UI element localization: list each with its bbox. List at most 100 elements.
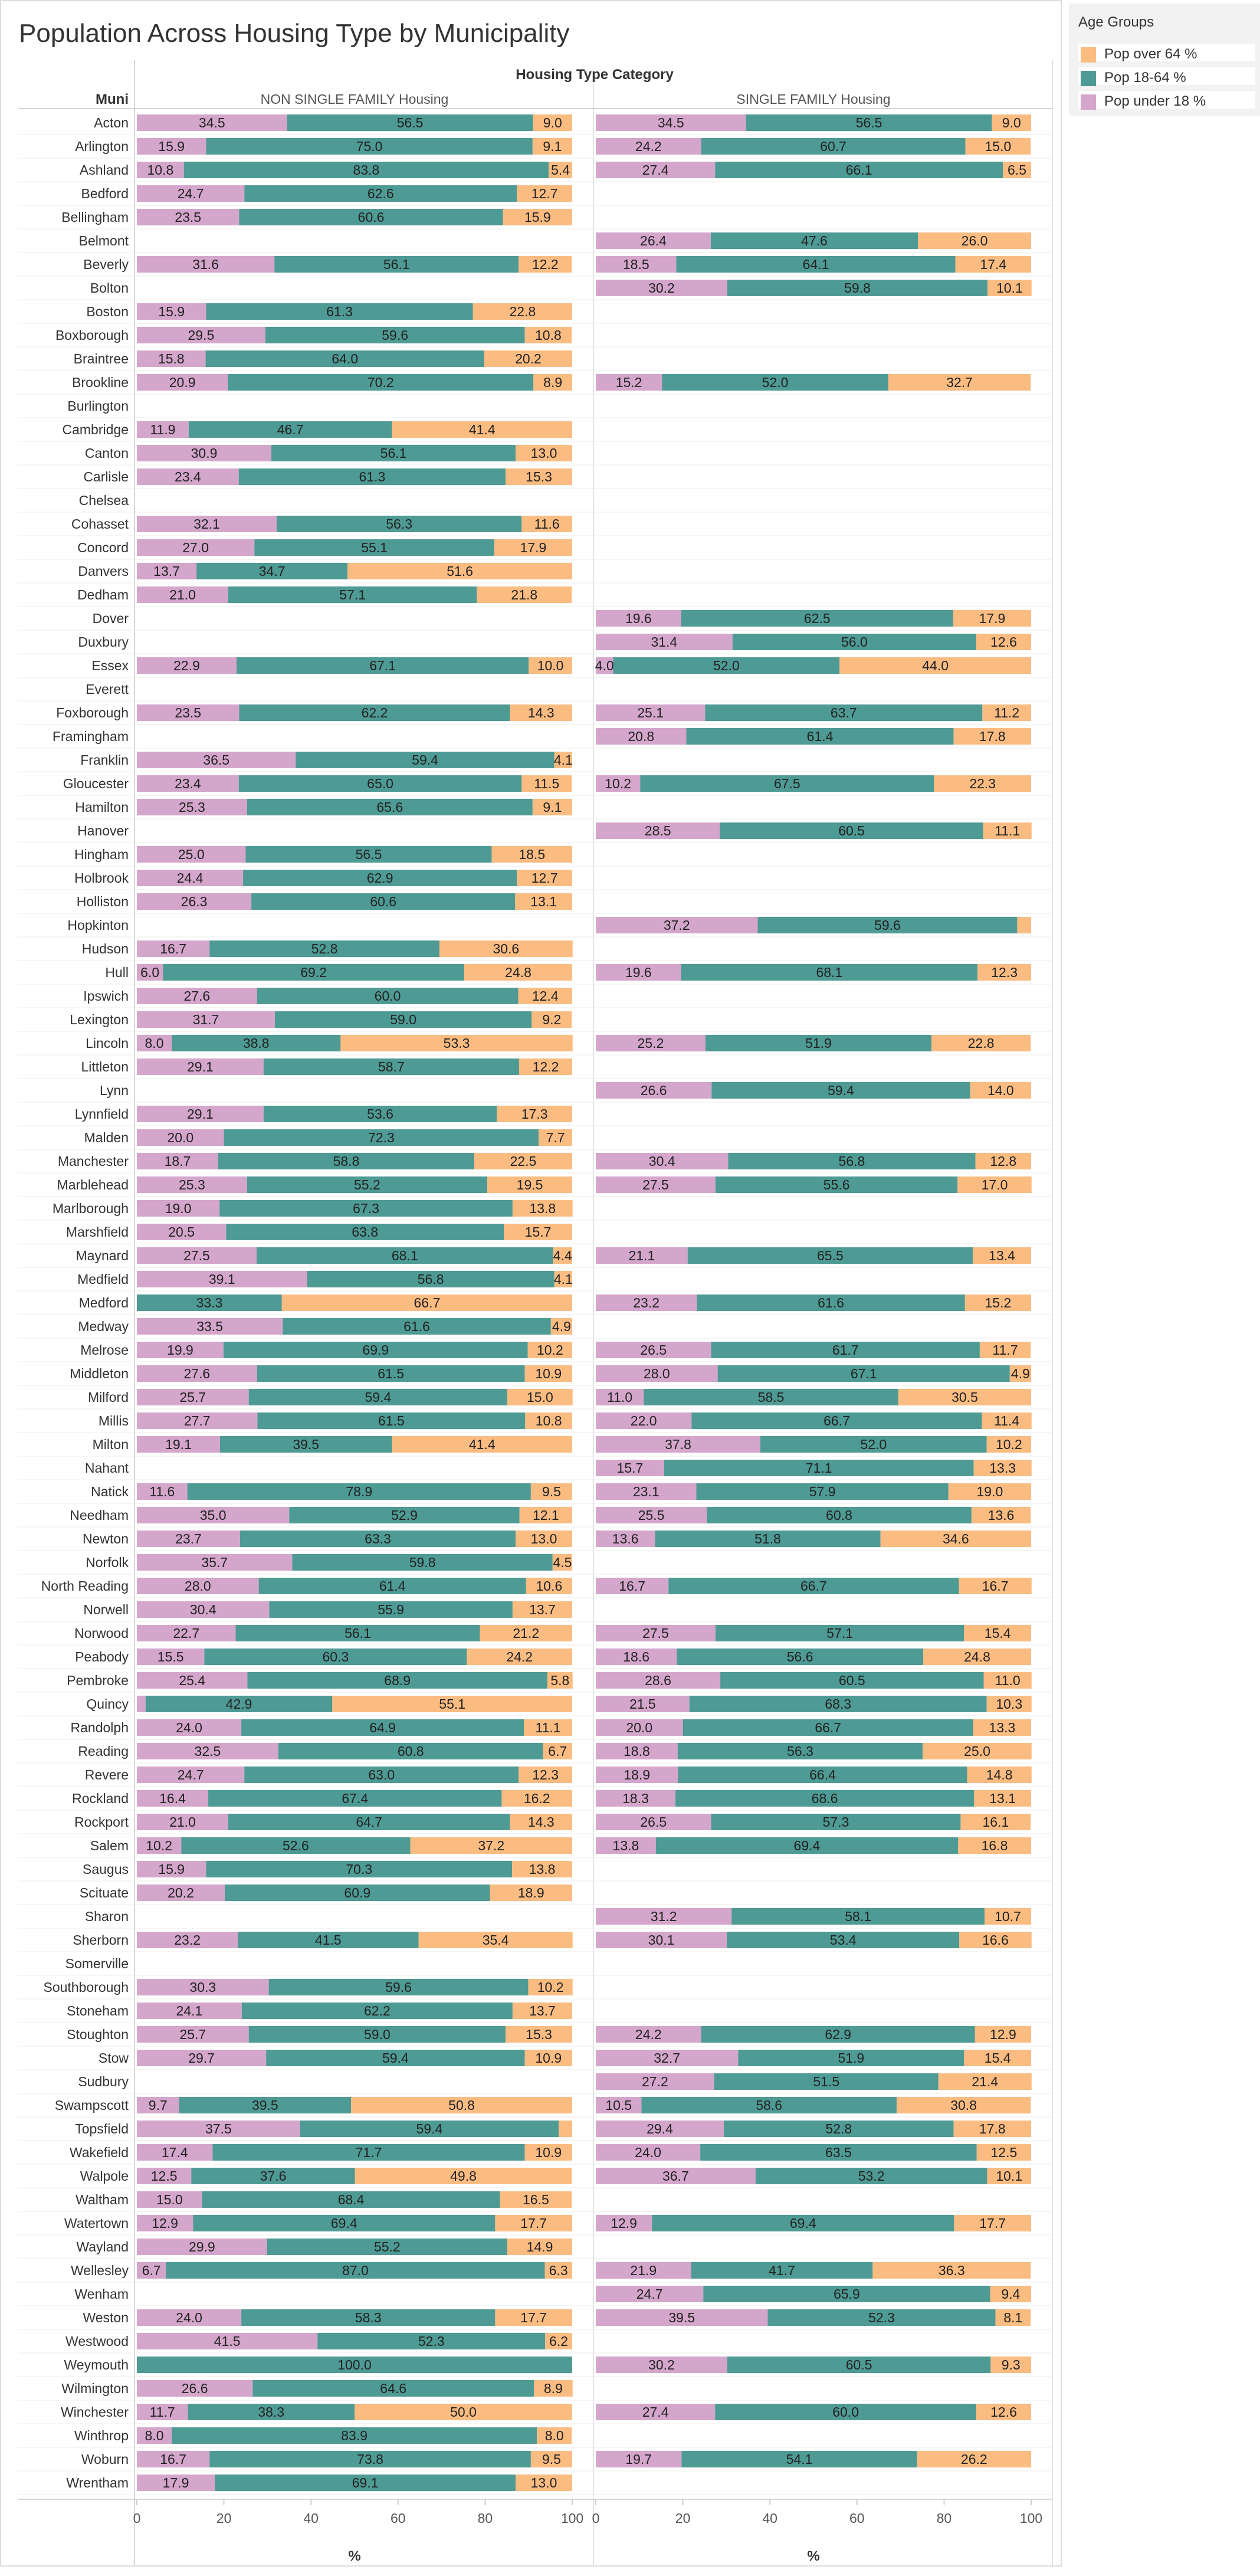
muni-label-franklin: Franklin [80, 752, 129, 768]
bar-sudbury-sf-pop-under-18 [596, 2073, 714, 2090]
data-label: 26.6 [182, 2381, 208, 2396]
bar-lynnfield-non-sf-pop-under-18 [137, 1106, 264, 1122]
bar-wakefield-sf-pop-over-64 [976, 2144, 1031, 2161]
legend-item-over-64[interactable]: Pop over 64 % [1078, 44, 1255, 63]
bar-norwood-non-sf-pop-over-64 [480, 1625, 572, 1641]
bar-dedham-non-sf-pop-18-64 [228, 586, 477, 603]
data-label: 69.4 [794, 1838, 821, 1853]
bar-lynn-sf-pop-under-18 [596, 1082, 712, 1099]
bar-natick-sf-pop-under-18 [596, 1483, 697, 1500]
data-label: 59.4 [416, 2121, 443, 2136]
bar-essex-sf-pop-18-64 [613, 657, 840, 674]
bar-hanover-sf-pop-over-64 [983, 822, 1032, 839]
data-label: 17.0 [982, 1177, 1008, 1192]
data-label: 56.5 [356, 847, 382, 862]
data-label: 4.1 [554, 1271, 573, 1287]
bar-rockport-sf-pop-18-64 [711, 1814, 961, 1830]
bar-natick-sf-pop-18-64 [696, 1483, 949, 1500]
bar-acton-sf-pop-over-64 [992, 114, 1031, 131]
bar-braintree-non-sf-pop-18-64 [205, 350, 484, 367]
bar-walpole-non-sf-pop-over-64 [355, 2168, 572, 2184]
data-label: 13.6 [612, 1531, 639, 1546]
bar-woburn-non-sf-pop-over-64 [530, 2451, 572, 2467]
data-label: 64.0 [332, 351, 358, 366]
bar-melrose-sf-pop-over-64 [979, 1342, 1031, 1358]
bar-milton-non-sf-pop-over-64 [392, 1436, 572, 1453]
data-label: 41.4 [469, 422, 496, 437]
bar-millis-non-sf-pop-over-64 [525, 1412, 572, 1429]
bar-norwood-non-sf-pop-18-64 [235, 1625, 480, 1641]
data-label: 25.7 [179, 2027, 206, 2042]
panel-header-non-single-family-housing: NON SINGLE FAMILY Housing [261, 91, 449, 107]
bar-essex-sf-pop-under-18 [596, 657, 613, 674]
bar-peabody-non-sf-pop-over-64 [467, 1648, 572, 1665]
data-label: 22.3 [969, 776, 996, 791]
data-label: 16.7 [619, 1578, 645, 1594]
data-label: 19.9 [167, 1342, 193, 1358]
bar-gloucester-non-sf-pop-over-64 [521, 775, 572, 792]
bar-norwood-sf-pop-under-18 [596, 1625, 716, 1641]
data-label: 9.4 [1001, 2286, 1020, 2302]
muni-label-salem: Salem [90, 1838, 129, 1853]
legend-item-under-18[interactable]: Pop under 18 % [1078, 91, 1255, 110]
data-label: 19.0 [165, 1201, 192, 1216]
bar-watertown-sf-pop-over-64 [954, 2215, 1031, 2231]
data-label: 26.4 [640, 233, 667, 248]
bar-middleton-non-sf-pop-under-18 [137, 1365, 257, 1382]
data-label: 28.6 [645, 1673, 671, 1688]
data-label: 30.8 [950, 2097, 977, 2113]
data-label: 21.5 [629, 1696, 656, 1712]
bar-reading-non-sf-pop-over-64 [543, 1743, 572, 1759]
data-label: 10.9 [535, 1366, 562, 1381]
bar-danvers-non-sf-pop-18-64 [196, 563, 348, 579]
bar-rockland-non-sf-pop-under-18 [137, 1790, 209, 1807]
bar-natick-non-sf-pop-over-64 [530, 1483, 572, 1500]
data-label: 60.5 [846, 2357, 872, 2372]
bar-salem-non-sf-pop-under-18 [137, 1837, 182, 1854]
bar-pembroke-non-sf-pop-18-64 [247, 1672, 547, 1689]
bar-acton-sf-pop-under-18 [596, 114, 746, 131]
muni-label-southborough: Southborough [43, 1979, 129, 1995]
bar-north-reading-non-sf-pop-under-18 [137, 1578, 259, 1594]
legend-item-18-64[interactable]: Pop 18-64 % [1078, 67, 1255, 86]
bar-millis-non-sf-pop-18-64 [257, 1412, 526, 1429]
bar-waltham-non-sf-pop-18-64 [202, 2191, 500, 2208]
data-label: 59.4 [828, 1083, 854, 1098]
muni-label-stoughton: Stoughton [67, 2027, 129, 2042]
bar-middleton-sf-pop-under-18 [596, 1365, 718, 1382]
data-label: 67.4 [342, 1791, 368, 1806]
data-label: 64.6 [380, 2381, 406, 2396]
data-label: 26.0 [962, 233, 988, 248]
data-label: 13.1 [530, 894, 557, 909]
data-label: 22.9 [173, 658, 200, 673]
bar-hamilton-non-sf-pop-18-64 [247, 799, 533, 815]
bar-needham-sf-pop-over-64 [971, 1507, 1031, 1523]
muni-label-hamilton: Hamilton [75, 799, 129, 815]
muni-label-westwood: Westwood [65, 2334, 129, 2349]
bar-natick-sf-pop-over-64 [948, 1483, 1031, 1500]
data-label: 15.7 [617, 1460, 644, 1476]
bar-essex-non-sf-pop-under-18 [137, 657, 237, 674]
data-label: 57.1 [339, 587, 366, 602]
bar-norfolk-non-sf-pop-over-64 [552, 1554, 572, 1571]
bar-acton-non-sf-pop-over-64 [533, 114, 572, 131]
bar-marblehead-non-sf-pop-under-18 [137, 1176, 247, 1193]
data-label: 10.7 [995, 1909, 1021, 1924]
data-label: 20.8 [628, 729, 654, 744]
data-label: 59.4 [412, 752, 438, 768]
bar-salem-non-sf-pop-over-64 [410, 1837, 572, 1854]
muni-label-sherborn: Sherborn [73, 1932, 129, 1948]
data-label: 27.6 [183, 1366, 210, 1381]
bar-carlisle-non-sf-pop-under-18 [137, 468, 239, 485]
data-label: 21.0 [169, 1814, 196, 1830]
data-label: 18.8 [624, 1743, 650, 1759]
muni-label-walpole: Walpole [80, 2168, 129, 2184]
bar-marshfield-non-sf-pop-over-64 [504, 1224, 572, 1240]
data-label: 23.2 [174, 1932, 201, 1948]
muni-label-stoneham: Stoneham [67, 2003, 129, 2018]
muni-label-melrose: Melrose [80, 1342, 129, 1358]
bar-peabody-sf-pop-over-64 [923, 1648, 1031, 1665]
muni-label-hopkinton: Hopkinton [67, 917, 129, 933]
muni-label-gloucester: Gloucester [63, 776, 129, 791]
bar-cambridge-non-sf-pop-over-64 [392, 421, 572, 438]
